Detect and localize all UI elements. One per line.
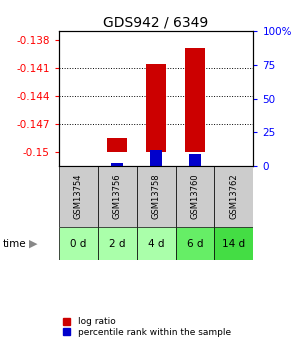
Text: 6 d: 6 d xyxy=(187,239,203,249)
Bar xyxy=(59,166,98,227)
Text: GSM13760: GSM13760 xyxy=(190,174,200,219)
Legend: log ratio, percentile rank within the sample: log ratio, percentile rank within the sa… xyxy=(63,317,231,337)
Bar xyxy=(146,63,166,152)
Bar xyxy=(111,162,123,166)
Text: 2 d: 2 d xyxy=(109,239,125,249)
Bar xyxy=(137,227,176,260)
Text: GSM13754: GSM13754 xyxy=(74,174,83,219)
Bar xyxy=(214,227,253,260)
Bar xyxy=(150,150,162,166)
Bar xyxy=(98,166,137,227)
Text: GSM13756: GSM13756 xyxy=(113,174,122,219)
Text: 14 d: 14 d xyxy=(222,239,246,249)
Text: GSM13762: GSM13762 xyxy=(229,174,239,219)
Text: 4 d: 4 d xyxy=(148,239,164,249)
Text: GSM13758: GSM13758 xyxy=(151,174,161,219)
Bar xyxy=(59,227,98,260)
Text: time: time xyxy=(3,239,27,249)
Bar xyxy=(176,166,214,227)
Bar xyxy=(107,138,127,152)
Bar xyxy=(137,166,176,227)
Bar xyxy=(176,227,214,260)
Bar xyxy=(185,48,205,152)
Bar xyxy=(98,227,137,260)
Title: GDS942 / 6349: GDS942 / 6349 xyxy=(103,16,209,30)
Bar xyxy=(214,166,253,227)
Bar xyxy=(189,154,201,166)
Text: ▶: ▶ xyxy=(29,239,38,249)
Text: 0 d: 0 d xyxy=(70,239,86,249)
